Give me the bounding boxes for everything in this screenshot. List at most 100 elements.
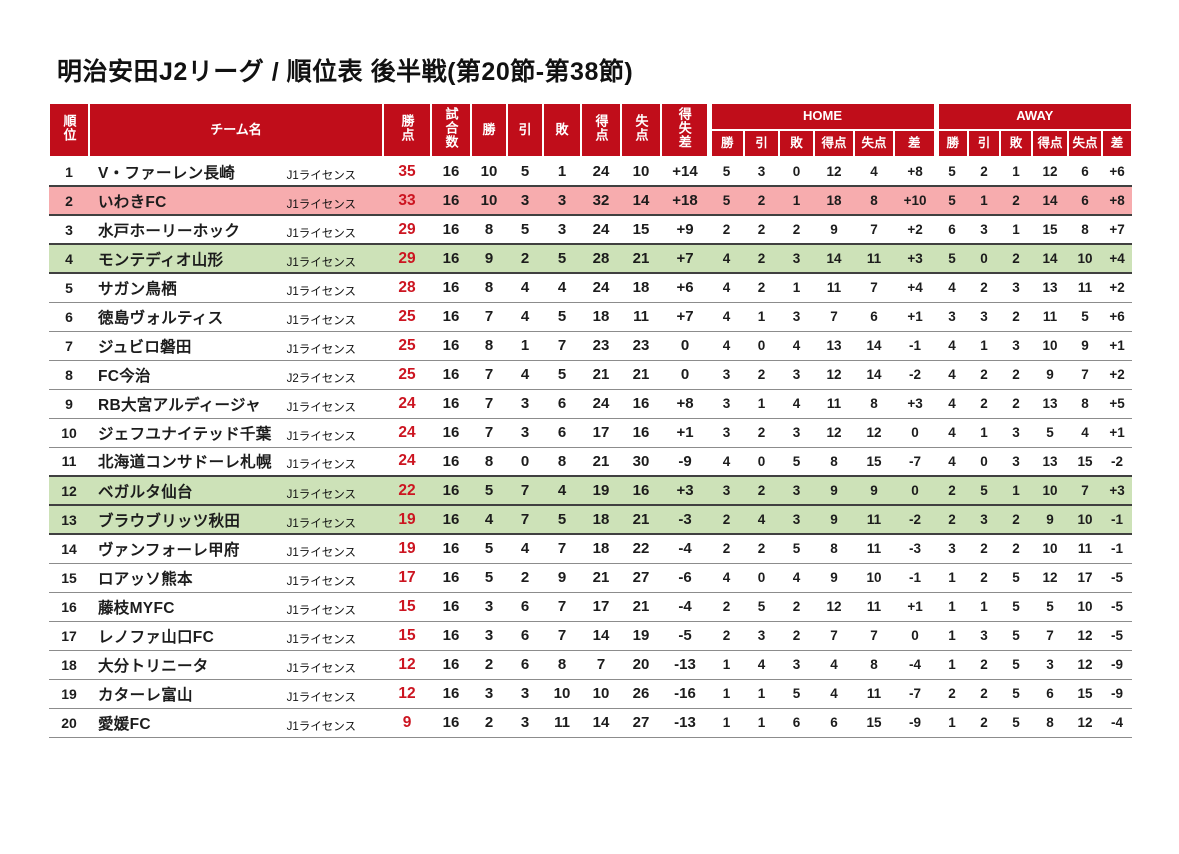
away-loss-cell: 3 — [1012, 280, 1020, 296]
home-loss-cell: 5 — [792, 453, 801, 469]
team-name: いわきFC — [98, 193, 167, 211]
points-cell: 12 — [398, 684, 416, 702]
points-cell: 24 — [398, 423, 416, 441]
home-loss-cell: 3 — [792, 512, 801, 527]
license-label: J1ライセンス — [286, 256, 356, 269]
license-label: J1ライセンス — [286, 604, 356, 617]
home-win-cell: 3 — [722, 367, 731, 382]
win-cell: 10 — [480, 163, 498, 180]
license-label: J1ライセンス — [286, 633, 356, 646]
away-win-cell: 5 — [948, 251, 956, 266]
away-ga-cell: 12 — [1077, 628, 1093, 643]
header-home-draw: 引 — [743, 129, 780, 158]
goal-diff-cell: +8 — [676, 395, 694, 412]
home-gf-cell: 6 — [830, 715, 838, 730]
table-row: 18 大分トリニータ J1ライセンス 12 16 2 6 8 7 20 -13 … — [49, 650, 1133, 679]
loss-cell: 5 — [557, 366, 567, 383]
away-diff-cell: -2 — [1111, 453, 1124, 469]
team-name: モンテディオ山形 — [98, 251, 224, 269]
away-win-cell: 3 — [948, 541, 956, 557]
win-cell: 3 — [484, 627, 494, 644]
home-loss-cell: 2 — [792, 599, 801, 614]
away-loss-cell: 2 — [1012, 367, 1020, 382]
away-diff-cell: -1 — [1111, 541, 1124, 557]
away-draw-cell: 2 — [980, 280, 988, 296]
rank-cell: 15 — [61, 569, 77, 586]
home-gf-cell: 9 — [830, 512, 838, 527]
away-diff-cell: +1 — [1109, 338, 1125, 353]
points-cell: 25 — [398, 365, 416, 383]
loss-cell: 7 — [557, 598, 567, 615]
away-ga-cell: 7 — [1081, 483, 1089, 498]
away-loss-cell: 5 — [1012, 628, 1020, 643]
home-draw-cell: 4 — [757, 512, 766, 527]
goal-diff-cell: -3 — [678, 511, 692, 528]
goals-against-cell: 21 — [632, 250, 650, 267]
header-away-loss: 敗 — [999, 129, 1034, 158]
points-cell: 28 — [398, 278, 416, 296]
home-gf-cell: 7 — [830, 628, 838, 643]
away-gf-cell: 10 — [1042, 483, 1058, 498]
home-draw-cell: 1 — [757, 396, 766, 411]
home-diff-cell: +1 — [907, 309, 923, 324]
team-name: カターレ富山 — [98, 686, 193, 704]
home-draw-cell: 1 — [757, 309, 766, 324]
away-win-cell: 4 — [948, 453, 956, 469]
win-cell: 7 — [484, 395, 494, 412]
away-diff-cell: +3 — [1109, 483, 1125, 498]
points-cell: 19 — [398, 539, 416, 557]
away-ga-cell: 8 — [1081, 222, 1089, 237]
away-diff-cell: +7 — [1109, 222, 1125, 237]
away-draw-cell: 3 — [980, 309, 988, 324]
goal-diff-cell: +3 — [676, 482, 694, 499]
home-win-cell: 2 — [722, 512, 731, 527]
loss-cell: 5 — [557, 250, 567, 267]
home-ga-cell: 8 — [870, 193, 878, 208]
goal-diff-cell: -4 — [678, 540, 692, 558]
rank-cell: 4 — [65, 250, 73, 267]
team-name: 水戸ホーリーホック — [98, 222, 241, 240]
team-cell: V・ファーレン長崎 J1ライセンス — [89, 157, 383, 186]
away-loss-cell: 3 — [1012, 425, 1020, 440]
home-loss-cell: 1 — [792, 280, 801, 296]
goal-diff-cell: +6 — [676, 279, 694, 297]
away-win-cell: 2 — [948, 483, 956, 498]
draw-cell: 6 — [520, 656, 530, 673]
played-cell: 16 — [442, 656, 460, 673]
away-diff-cell: -4 — [1111, 715, 1124, 730]
away-gf-cell: 14 — [1042, 193, 1058, 208]
home-gf-cell: 9 — [830, 222, 838, 237]
home-ga-cell: 8 — [870, 396, 878, 411]
team-cell: 徳島ヴォルティス J1ライセンス — [89, 302, 383, 331]
away-win-cell: 3 — [948, 309, 956, 324]
played-cell: 16 — [442, 569, 460, 586]
home-loss-cell: 3 — [792, 251, 801, 266]
away-loss-cell: 2 — [1012, 396, 1020, 411]
played-cell: 16 — [442, 598, 460, 615]
header-away-gf: 得点 — [1031, 129, 1070, 158]
home-win-cell: 2 — [722, 222, 731, 237]
away-gf-cell: 9 — [1046, 367, 1054, 382]
away-diff-cell: -5 — [1111, 570, 1124, 585]
away-gf-cell: 7 — [1046, 628, 1054, 643]
table-row: 10 ジェフユナイテッド千葉 J1ライセンス 24 16 7 3 6 17 16… — [49, 418, 1133, 447]
home-diff-cell: +1 — [907, 599, 923, 614]
away-gf-cell: 15 — [1042, 222, 1058, 237]
away-diff-cell: +6 — [1109, 164, 1125, 179]
goals-against-cell: 27 — [632, 714, 650, 731]
table-row: 5 サガン鳥栖 J1ライセンス 28 16 8 4 4 24 18 +6 4 2… — [49, 273, 1133, 302]
home-diff-cell: -3 — [909, 541, 922, 557]
standings-body: 1 V・ファーレン長崎 J1ライセンス 35 16 10 5 1 24 10 +… — [49, 157, 1133, 737]
header-away-draw: 引 — [967, 129, 1002, 158]
team-name: 徳島ヴォルティス — [98, 309, 224, 327]
played-cell: 16 — [442, 424, 460, 441]
home-draw-cell: 2 — [757, 541, 766, 557]
away-loss-cell: 5 — [1012, 715, 1020, 730]
license-label: J1ライセンス — [286, 459, 356, 472]
away-loss-cell: 3 — [1012, 338, 1020, 353]
home-loss-cell: 5 — [792, 686, 801, 701]
goals-against-cell: 16 — [632, 395, 650, 412]
draw-cell: 3 — [520, 714, 530, 731]
away-ga-cell: 15 — [1077, 453, 1093, 469]
license-label: J1ライセンス — [286, 691, 356, 704]
